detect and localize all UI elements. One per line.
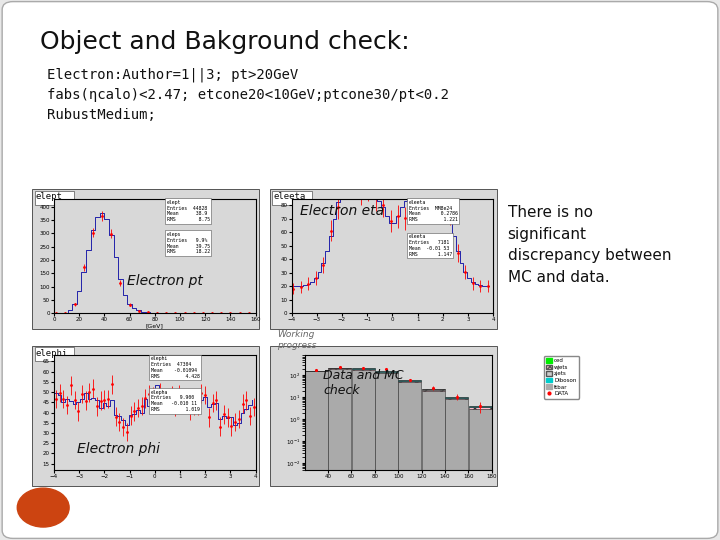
FancyBboxPatch shape xyxy=(2,2,718,538)
Bar xyxy=(272,191,312,205)
Bar xyxy=(469,408,492,409)
Text: 5: 5 xyxy=(37,498,50,517)
Bar xyxy=(398,381,421,382)
Bar xyxy=(445,399,468,540)
Text: elepha
Entries   9.900
Mean   -0.010 11
RMS         1.019: elepha Entries 9.900 Mean -0.010 11 RMS … xyxy=(150,390,199,412)
Bar xyxy=(422,390,445,540)
Text: elept: elept xyxy=(36,192,63,201)
Text: Electron pt: Electron pt xyxy=(127,274,203,288)
Text: There is no
significant
discrepancy between
MC and data.: There is no significant discrepancy betw… xyxy=(508,205,671,285)
Bar xyxy=(398,382,421,540)
Text: eleeta
Entries  MM8e24
Mean       0.2786
RMS         1.221: eleeta Entries MM8e24 Mean 0.2786 RMS 1.… xyxy=(408,200,457,222)
Bar xyxy=(375,372,398,373)
Bar xyxy=(445,398,468,399)
Text: elephi: elephi xyxy=(36,349,68,358)
Text: eleeta: eleeta xyxy=(274,192,306,201)
Bar xyxy=(328,369,351,540)
Bar xyxy=(32,346,259,486)
Text: Electron phi: Electron phi xyxy=(77,442,160,456)
Text: elept
Entries  44828
Mean      38.9
RMS        8.75: elept Entries 44828 Mean 38.9 RMS 8.75 xyxy=(167,200,210,222)
Bar xyxy=(328,368,351,369)
Text: eleeta
Entries   7181
Mean  -0.01 53
RMS       1.147: eleeta Entries 7181 Mean -0.01 53 RMS 1.… xyxy=(408,234,451,256)
Bar xyxy=(270,346,497,486)
Bar xyxy=(375,374,398,540)
Bar xyxy=(32,189,259,329)
Bar xyxy=(270,189,497,329)
Text: elephi
Entries  47304
Mean    -0.01094
RMS         4.428: elephi Entries 47304 Mean -0.01094 RMS 4… xyxy=(150,356,199,379)
Text: Data and MC
check: Data and MC check xyxy=(323,369,404,397)
Text: Working
progress: Working progress xyxy=(277,330,317,350)
Bar xyxy=(375,373,398,374)
Text: Object and Bakground check:: Object and Bakground check: xyxy=(40,30,409,53)
Text: eleps
Entries   9.9%
Mean      39.75
RMS       18.22: eleps Entries 9.9% Mean 39.75 RMS 18.22 xyxy=(167,232,210,254)
X-axis label: [GeV]: [GeV] xyxy=(146,324,163,329)
Bar xyxy=(35,191,74,205)
Text: Electron:Author=1||3; pt>20GeV
fabs(ηcalo)<2.47; etcone20<10GeV;ptcone30/pt<0.2
: Electron:Author=1||3; pt>20GeV fabs(ηcal… xyxy=(47,68,449,122)
Bar xyxy=(469,407,492,408)
Legend: ced, wjets, zjets, Diboson, ttbar, DATA: ced, wjets, zjets, Diboson, ttbar, DATA xyxy=(544,356,579,399)
Bar xyxy=(469,409,492,540)
Bar xyxy=(35,347,74,361)
Bar xyxy=(305,372,328,540)
Bar xyxy=(351,369,374,540)
Text: Electron eta: Electron eta xyxy=(300,205,384,219)
